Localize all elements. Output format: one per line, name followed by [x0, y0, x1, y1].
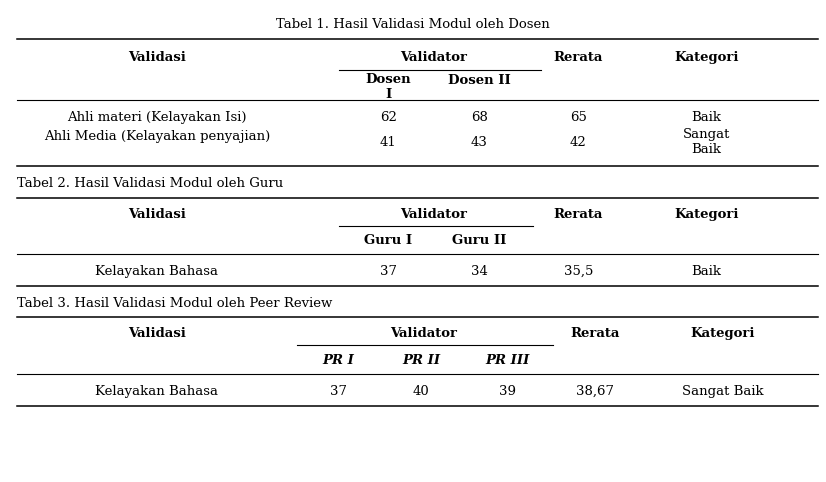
Text: PR III: PR III: [486, 354, 530, 367]
Text: Tabel 2. Hasil Validasi Modul oleh Guru: Tabel 2. Hasil Validasi Modul oleh Guru: [17, 177, 282, 189]
Text: Kategori: Kategori: [674, 208, 738, 221]
Text: Kategori: Kategori: [691, 327, 755, 340]
Text: Sangat
Baik: Sangat Baik: [682, 128, 730, 156]
Text: Validator: Validator: [390, 327, 457, 340]
Text: Guru I: Guru I: [364, 235, 412, 247]
Text: Dosen
I: Dosen I: [365, 73, 411, 101]
Text: 39: 39: [500, 385, 516, 398]
Text: Validasi: Validasi: [128, 327, 186, 340]
Text: 62: 62: [380, 111, 396, 123]
Text: 38,67: 38,67: [576, 385, 614, 398]
Text: 68: 68: [471, 111, 487, 123]
Text: Baik: Baik: [691, 265, 721, 278]
Text: PR II: PR II: [402, 354, 440, 367]
Text: 35,5: 35,5: [563, 265, 593, 278]
Text: 37: 37: [380, 265, 396, 278]
Text: 40: 40: [413, 385, 430, 398]
Text: 43: 43: [471, 136, 487, 148]
Text: Tabel 1. Hasil Validasi Modul oleh Dosen: Tabel 1. Hasil Validasi Modul oleh Dosen: [276, 18, 550, 30]
Text: Dosen II: Dosen II: [448, 75, 510, 87]
Text: 41: 41: [380, 136, 396, 148]
Text: 42: 42: [570, 136, 586, 148]
Text: Kategori: Kategori: [674, 52, 738, 64]
Text: Sangat Baik: Sangat Baik: [682, 385, 763, 398]
Text: Ahli Media (Kelayakan penyajian): Ahli Media (Kelayakan penyajian): [44, 130, 270, 143]
Text: Kelayakan Bahasa: Kelayakan Bahasa: [96, 385, 218, 398]
Text: Validator: Validator: [400, 208, 468, 221]
Text: Guru II: Guru II: [452, 235, 506, 247]
Text: Rerata: Rerata: [570, 327, 620, 340]
Text: Validator: Validator: [400, 52, 468, 64]
Text: Ahli materi (Kelayakan Isi): Ahli materi (Kelayakan Isi): [67, 111, 247, 123]
Text: 37: 37: [330, 385, 347, 398]
Text: Tabel 3. Hasil Validasi Modul oleh Peer Review: Tabel 3. Hasil Validasi Modul oleh Peer …: [17, 297, 332, 310]
Text: 34: 34: [471, 265, 487, 278]
Text: PR I: PR I: [323, 354, 354, 367]
Text: Rerata: Rerata: [553, 52, 603, 64]
Text: 65: 65: [570, 111, 586, 123]
Text: Validasi: Validasi: [128, 52, 186, 64]
Text: Rerata: Rerata: [553, 208, 603, 221]
Text: Kelayakan Bahasa: Kelayakan Bahasa: [96, 265, 218, 278]
Text: Validasi: Validasi: [128, 208, 186, 221]
Text: Baik: Baik: [691, 111, 721, 123]
